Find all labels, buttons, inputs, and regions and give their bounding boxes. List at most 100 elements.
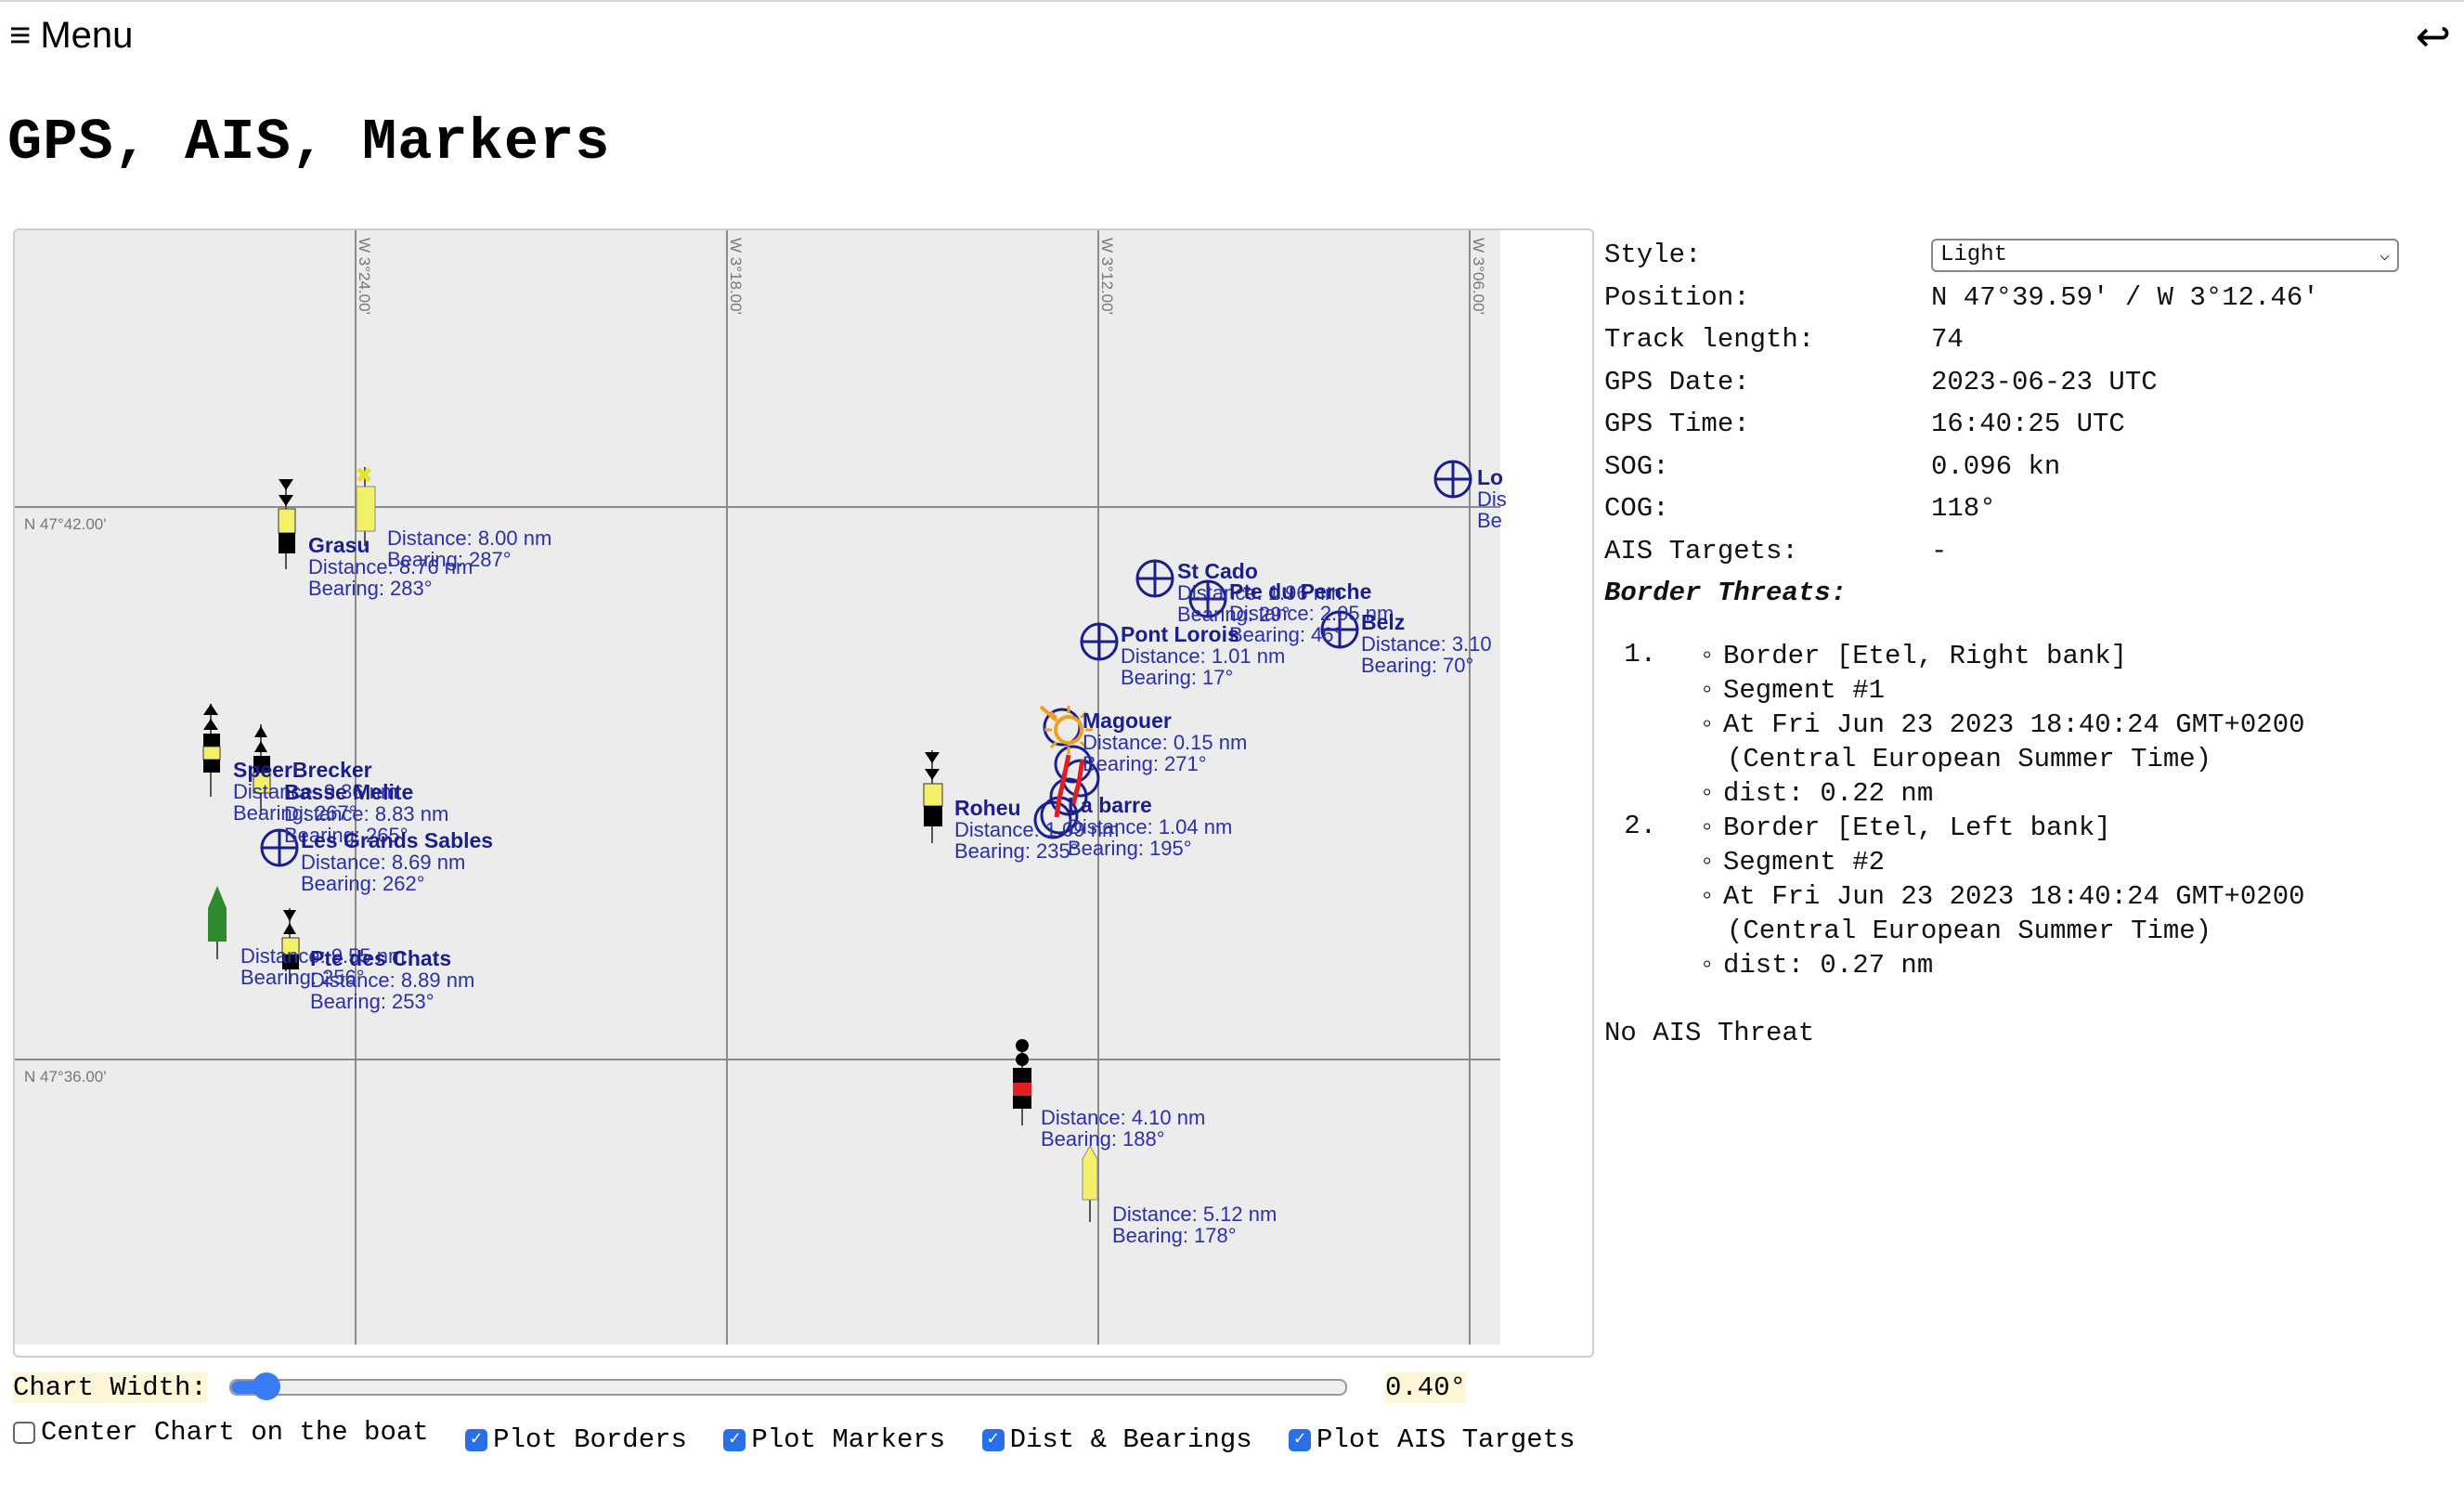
border-threats-heading: Border Threats: <box>1604 578 1848 609</box>
pte-des-chats-bearing: Bearing: 253° <box>310 990 434 1013</box>
speerbrecker-distance: Distance: 9.36 nm <box>233 780 397 803</box>
info-panel: Style: Light ⌵ Position: N 47°39.59' / W… <box>1604 234 2458 1048</box>
pte-du-perche-marker-icon[interactable] <box>1188 579 1227 618</box>
checkbox-icon[interactable]: ✓ <box>1289 1429 1312 1451</box>
st-cado-bearing: Bearing: 29° <box>1177 603 1290 626</box>
menu-button[interactable]: ≡ Menu <box>9 15 133 57</box>
threat-distance: dist: 0.22 nm <box>1699 776 2305 811</box>
plot-ais-label: Plot AIS Targets <box>1316 1424 1576 1455</box>
threat-item: 2. Border [Etel, Left bank] Segment #2 A… <box>1604 811 2458 982</box>
chart-margin <box>1500 230 1592 1356</box>
cog-label: COG: <box>1604 493 1669 525</box>
lo-marker-icon[interactable] <box>1433 460 1472 499</box>
lo-name: Lo <box>1477 465 1503 489</box>
yellow2-bearing: Bearing: 178° <box>1112 1224 1237 1247</box>
chart-margin-bottom <box>15 1345 1592 1356</box>
plot-borders-checkbox[interactable]: ✓ Plot Borders <box>465 1423 687 1458</box>
hamburger-icon: ≡ <box>9 15 32 56</box>
roheu-bearing: Bearing: 235° <box>954 839 1079 863</box>
threat-border: Border [Etel, Left bank] <box>1699 811 2305 845</box>
belz-marker-icon[interactable] <box>1320 610 1359 649</box>
grid-label-lon-4: W 3°06.00' <box>1470 238 1487 315</box>
yellow-buoy-bottom-icon[interactable] <box>1082 1144 1098 1222</box>
chart-svg: W 3°24.00' W 3°18.00' W 3°12.00' W 3°06.… <box>15 230 1592 1356</box>
gps-date-value: 2023-06-23 UTC <box>1931 366 2158 397</box>
isolated-danger-bearing: Bearing: 188° <box>1041 1127 1165 1150</box>
magouer-bearing: Bearing: 271° <box>1083 752 1207 775</box>
center-chart-checkbox[interactable]: Center Chart on the boat <box>13 1415 429 1450</box>
checkbox-icon[interactable]: ✓ <box>723 1429 746 1451</box>
sog-value: 0.096 kn <box>1931 450 2061 482</box>
grid-label-lat-2: N 47°36.00' <box>24 1068 107 1086</box>
pont-lorois-distance: Distance: 1.01 nm <box>1121 644 1285 668</box>
threat-segment: Segment #2 <box>1699 845 2305 879</box>
sog-label: SOG: <box>1604 450 1669 482</box>
chart-grid <box>15 230 1500 1345</box>
checkbox-icon[interactable]: ✓ <box>465 1429 488 1451</box>
threat-timezone: (Central European Summer Time) <box>1727 743 2212 774</box>
grid-label-lon-2: W 3°18.00' <box>727 238 745 315</box>
yellow2-distance: Distance: 5.12 nm <box>1112 1202 1277 1226</box>
threat-item: 1. Border [Etel, Right bank] Segment #1 … <box>1604 639 2458 811</box>
yellow-special-buoy-icon[interactable]: ✖ <box>355 462 376 546</box>
speerbrecker-name: SpeerBrecker <box>233 758 372 782</box>
threat-segment: Segment #1 <box>1699 673 2305 708</box>
les-grands-sables-bearing: Bearing: 262° <box>301 872 425 895</box>
plot-options: Center Chart on the boat ✓ Plot Borders … <box>13 1415 1591 1458</box>
roheu-buoy-icon[interactable] <box>923 750 943 843</box>
track-length-label: Track length: <box>1604 324 1815 356</box>
threat-number: 1. <box>1624 638 1656 670</box>
chart-width-slider[interactable] <box>228 1372 1347 1400</box>
belz-distance: Distance: 3.10 <box>1361 632 1492 656</box>
st-cado-marker-icon[interactable] <box>1135 559 1174 598</box>
checkbox-icon[interactable] <box>13 1422 35 1444</box>
ais-targets-value: - <box>1931 535 1948 566</box>
dist-bearings-label: Dist & Bearings <box>1009 1424 1252 1455</box>
green-buoy-icon[interactable] <box>208 886 227 959</box>
style-value: Light <box>1940 242 2008 268</box>
grasu-bearing: Bearing: 283° <box>308 577 433 600</box>
speerbrecker-buoy-icon[interactable] <box>202 704 221 797</box>
top-border <box>0 0 2464 2</box>
pont-lorois-marker-icon[interactable] <box>1080 622 1119 661</box>
style-select[interactable]: Light ⌵ <box>1931 238 2399 272</box>
cog-value: 118° <box>1931 493 1996 525</box>
lo-distance: Dis <box>1477 488 1507 511</box>
magouer-distance: Distance: 0.15 nm <box>1083 731 1247 754</box>
threat-distance: dist: 0.27 nm <box>1699 948 2305 982</box>
la-barre-bearing: Bearing: 195° <box>1068 837 1192 860</box>
pte-du-perche-name: Pte du Perche <box>1229 579 1371 604</box>
yellow1-distance: Distance: 8.00 nm <box>387 526 551 550</box>
center-chart-label: Center Chart on the boat <box>41 1417 429 1448</box>
basse-melite-buoy-icon[interactable] <box>253 724 271 815</box>
pte-des-chats-name: Pte des Chats <box>310 946 451 970</box>
border-lines <box>1054 754 1085 818</box>
plot-markers-checkbox[interactable]: ✓ Plot Markers <box>723 1423 945 1458</box>
grasu-buoy-icon[interactable] <box>278 479 296 569</box>
slider-handle[interactable] <box>253 1372 281 1400</box>
threat-border: Border [Etel, Right bank] <box>1699 639 2305 673</box>
gps-date-label: GPS Date: <box>1604 366 1750 397</box>
pte-des-chats-buoy-icon[interactable] <box>281 908 300 984</box>
checkbox-icon[interactable]: ✓ <box>981 1429 1005 1451</box>
les-grands-sables-marker-icon[interactable] <box>260 828 299 867</box>
chart-canvas[interactable]: W 3°24.00' W 3°18.00' W 3°12.00' W 3°06.… <box>13 228 1594 1358</box>
les-grands-sables-name: Les Grands Sables <box>301 828 493 852</box>
pont-lorois-name: Pont Lorois <box>1121 622 1239 646</box>
yellow1-bearing: Bearing: 287° <box>387 548 512 571</box>
boat-icon[interactable] <box>1039 705 1093 754</box>
pte-du-perche-bearing: Bearing: 46° <box>1229 623 1342 646</box>
basse-melite-name: Basse Melite <box>284 780 413 804</box>
back-icon[interactable]: ↩ <box>2415 12 2451 60</box>
grid-label-lon-3: W 3°12.00' <box>1098 238 1116 315</box>
pte-du-perche-distance: Distance: 2.05 nm <box>1229 602 1394 625</box>
plot-ais-checkbox[interactable]: ✓ Plot AIS Targets <box>1289 1423 1575 1458</box>
threat-list: 1. Border [Etel, Right bank] Segment #1 … <box>1604 639 2458 982</box>
isolated-danger-buoy-icon[interactable] <box>1013 1039 1031 1125</box>
grid-label-lon-1: W 3°24.00' <box>356 238 373 315</box>
threat-time: At Fri Jun 23 2023 18:40:24 GMT+0200 (Ce… <box>1699 708 2305 776</box>
dist-bearings-checkbox[interactable]: ✓ Dist & Bearings <box>981 1423 1252 1458</box>
threat-time-text: At Fri Jun 23 2023 18:40:24 GMT+0200 <box>1723 880 2305 912</box>
grid-label-lat-1: N 47°42.00' <box>24 515 107 533</box>
les-grands-sables-distance: Distance: 8.69 nm <box>301 851 465 874</box>
